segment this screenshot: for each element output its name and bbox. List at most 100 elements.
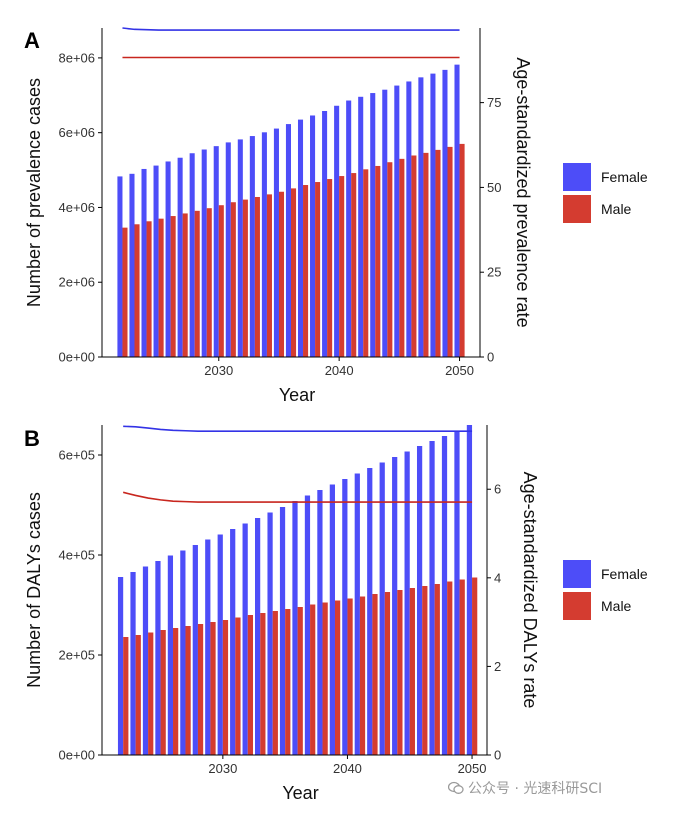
bar-female-2028 xyxy=(189,153,195,357)
bar-female-2039 xyxy=(322,111,328,357)
bar-female-2047 xyxy=(418,77,424,357)
legend-swatch-female xyxy=(563,163,591,191)
bar-male-2040 xyxy=(339,176,345,357)
bar-male-2027 xyxy=(182,213,188,357)
bar-female-2023 xyxy=(130,572,136,755)
bar-male-2038 xyxy=(322,602,328,755)
bar-female-2039 xyxy=(329,484,335,755)
bar-male-2028 xyxy=(194,210,200,357)
x-tick-label: 2040 xyxy=(333,761,362,776)
x-tick-label: 2050 xyxy=(458,761,487,776)
bar-male-2028 xyxy=(197,624,204,755)
bar-male-2039 xyxy=(327,179,333,357)
bar-male-2048 xyxy=(435,149,441,357)
right-tick-label: 2 xyxy=(494,659,501,674)
y-axis-title-right: Age-standardized DALYs rate xyxy=(520,472,540,709)
bar-female-2024 xyxy=(141,168,147,357)
bar-male-2034 xyxy=(272,611,278,755)
bar-female-2038 xyxy=(317,490,323,755)
bar-female-2023 xyxy=(129,173,135,357)
bar-female-2040 xyxy=(342,479,348,755)
bar-female-2030 xyxy=(213,146,219,357)
line-female xyxy=(122,27,460,31)
x-tick-label: 2050 xyxy=(445,363,474,378)
line-female xyxy=(123,425,473,433)
bar-female-2046 xyxy=(406,81,412,358)
bar-male-2045 xyxy=(399,158,405,357)
watermark-text: 公众号 · 光速科研SCI xyxy=(468,781,603,797)
bar-female-2032 xyxy=(242,523,248,755)
right-tick-label: 0 xyxy=(487,350,494,365)
bar-male-2049 xyxy=(459,579,465,755)
bar-female-2038 xyxy=(310,115,316,357)
left-tick-label: 6e+06 xyxy=(58,125,95,140)
bar-male-2040 xyxy=(347,598,353,755)
bar-male-2032 xyxy=(242,199,248,357)
y-axis-title-left: Number of prevalence cases xyxy=(24,78,44,307)
bar-female-2042 xyxy=(358,96,364,357)
bar-female-2024 xyxy=(142,566,149,755)
bar-male-2022 xyxy=(123,637,129,755)
bar-male-2032 xyxy=(247,615,254,755)
left-tick-label: 4e+05 xyxy=(58,548,95,563)
bar-male-2050 xyxy=(459,143,465,357)
bar-female-2037 xyxy=(304,495,311,755)
bar-male-2046 xyxy=(411,155,417,357)
bar-male-2043 xyxy=(375,165,381,357)
bar-female-2036 xyxy=(285,124,291,357)
bar-female-2026 xyxy=(165,161,171,357)
bar-female-2044 xyxy=(382,89,388,357)
bar-female-2050 xyxy=(454,64,460,357)
bar-male-2041 xyxy=(351,173,357,357)
right-tick-label: 50 xyxy=(487,180,501,195)
bar-male-2045 xyxy=(409,588,415,755)
bar-female-2025 xyxy=(155,561,161,755)
bar-female-2049 xyxy=(454,431,460,755)
bar-male-2023 xyxy=(135,635,141,755)
bar-male-2026 xyxy=(173,628,179,755)
legend-item-male: Male xyxy=(563,592,632,620)
bar-female-2022 xyxy=(117,577,124,755)
left-tick-label: 0e+00 xyxy=(58,350,95,365)
bar-female-2022 xyxy=(117,176,123,357)
bar-female-2042 xyxy=(367,468,373,755)
legend-label-female: Female xyxy=(601,169,648,185)
x-tick-label: 2030 xyxy=(204,363,233,378)
x-axis-title: Year xyxy=(279,385,315,405)
bar-male-2043 xyxy=(384,592,391,755)
bar-female-2047 xyxy=(429,441,435,755)
right-tick-label: 0 xyxy=(494,748,501,763)
bar-male-2038 xyxy=(315,182,321,357)
bar-male-2037 xyxy=(310,604,316,755)
bar-female-2043 xyxy=(379,462,385,755)
bar-male-2044 xyxy=(397,590,403,755)
bar-female-2041 xyxy=(354,473,360,755)
bar-female-2029 xyxy=(201,149,207,357)
left-tick-label: 0e+00 xyxy=(58,748,95,763)
bar-male-2050 xyxy=(472,577,478,755)
bar-male-2035 xyxy=(285,609,291,755)
bar-male-2049 xyxy=(447,146,453,357)
legend-swatch-male xyxy=(563,592,591,620)
bar-male-2023 xyxy=(134,224,140,357)
bar-female-2035 xyxy=(273,128,279,357)
bar-female-2048 xyxy=(441,436,448,755)
right-tick-label: 4 xyxy=(494,570,501,585)
bar-female-2044 xyxy=(392,457,398,755)
bar-female-2036 xyxy=(292,501,298,755)
bar-male-2044 xyxy=(387,162,393,357)
bar-female-2031 xyxy=(230,529,236,755)
panel-letter: B xyxy=(24,426,40,451)
legend-label-male: Male xyxy=(601,201,632,217)
bar-female-2048 xyxy=(430,73,436,358)
bar-female-2026 xyxy=(167,555,174,755)
bar-male-2048 xyxy=(447,581,453,755)
bar-male-2025 xyxy=(158,218,164,357)
panel-letter: A xyxy=(24,28,40,53)
y-axis-title-left: Number of DALYs cases xyxy=(24,492,44,688)
bar-male-2047 xyxy=(423,152,429,357)
bar-female-2034 xyxy=(267,512,273,755)
legend-item-male: Male xyxy=(563,195,632,223)
bar-male-2031 xyxy=(235,617,241,755)
bar-male-2042 xyxy=(372,594,378,755)
